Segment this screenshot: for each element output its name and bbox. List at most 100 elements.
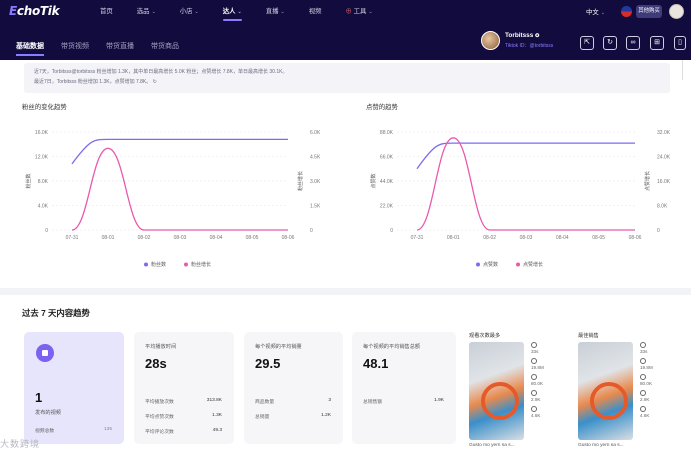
avg-sales-card: 每个视频的平均销量 29.5 商品数量 3 总销量 1.2K	[244, 332, 343, 444]
y-tick-label-left: 4.0K	[38, 204, 49, 210]
y-tick-label-right: 1.5K	[310, 204, 321, 210]
chevron-down-icon: ⌄	[237, 9, 242, 15]
tab-sales-products[interactable]: 带货商品	[151, 43, 179, 50]
videos-published-card: 1 发布的视频 视频总数 135	[24, 332, 124, 444]
purchase-button[interactable]: 其他购买	[636, 5, 662, 18]
likes-chart-title: 点赞的趋势	[366, 104, 398, 111]
y-axis-label-left: 点赞数	[370, 173, 377, 188]
video-thumbnail[interactable]	[578, 342, 633, 440]
x-tick-label: 07-31	[66, 235, 79, 241]
stat-row: 平均播放次数 313.8K	[145, 398, 222, 405]
creator-subnav: 基础数据 带货视频 带货直播 带货商品 Torbitsss ✪ Tiktok I…	[0, 23, 691, 60]
echotik-logo[interactable]: EchoTik	[9, 4, 60, 18]
y-tick-label-left: 88.0K	[380, 130, 394, 136]
y-tick-label-right: 3.0K	[310, 179, 321, 185]
language-selector[interactable]: 中文 ⌄	[586, 9, 605, 16]
tab-sales-live[interactable]: 带货直播	[106, 43, 134, 50]
content-trend-section: 过去 7 天内容趋势 1 发布的视频 视频总数 135 平均播放时间 28s 平均…	[0, 295, 691, 460]
y-tick-label-left: 44.0K	[380, 179, 394, 185]
nav-item-creators[interactable]: 达人 ⌄	[222, 0, 242, 23]
video-stats: 33s 19.8M 80.0K 2.9K 4.6K	[531, 342, 551, 422]
avg-sales-label: 每个视频的平均销量	[255, 344, 302, 350]
video-icon	[36, 344, 54, 362]
nav-item-live[interactable]: 直播 ⌄	[266, 0, 285, 23]
total-videos-row: 视频总数 135	[35, 427, 112, 434]
legend-marker	[144, 262, 148, 267]
creator-tiktok-id: Tiktok ID：@torbitsss	[505, 43, 554, 49]
y-tick-label-right: 32.0K	[657, 130, 671, 136]
watermark: 大数跨境	[0, 439, 41, 449]
video-thumbnail[interactable]	[469, 342, 524, 440]
section-title: 过去 7 天内容趋势	[22, 308, 90, 318]
y-tick-label-left: 12.0K	[35, 155, 49, 161]
stat-row: 商品数量 3	[255, 398, 331, 405]
chevron-down-icon: ⌄	[368, 9, 373, 15]
tab-basic-data[interactable]: 基础数据	[16, 43, 44, 56]
tab-sales-videos[interactable]: 带货视频	[61, 43, 89, 50]
link-button[interactable]: ∞	[626, 36, 640, 50]
x-tick-label: 08-04	[210, 235, 223, 241]
x-tick-label: 08-04	[556, 235, 569, 241]
series-line-total	[71, 138, 288, 165]
side-tab[interactable]	[682, 60, 691, 80]
refresh-button[interactable]: ↻	[603, 36, 617, 50]
x-tick-label: 08-02	[138, 235, 151, 241]
verified-icon: ✪	[535, 33, 540, 39]
grid-icon: ⊞	[654, 39, 660, 46]
grid-button[interactable]: ⊞	[650, 36, 664, 50]
nav-item-home[interactable]: 首页	[100, 8, 113, 15]
y-tick-label-left: 0	[390, 228, 393, 234]
charts-panel: 粉丝的变化趋势 点赞的趋势 0 0 4.0K 1.5K 8.0K 3.0K 12.0K 4.5…	[0, 96, 691, 288]
clock-icon	[531, 342, 537, 348]
x-tick-label: 08-01	[447, 235, 460, 241]
x-tick-label: 08-03	[520, 235, 533, 241]
nav-item-tools[interactable]: ⊕ 工具 ⌄	[346, 0, 373, 23]
stat-row: 平均评论次数 49.3	[145, 428, 222, 435]
bookmark-button[interactable]: ▯	[674, 36, 686, 50]
share-icon	[531, 406, 537, 412]
y-tick-label-right: 8.0K	[657, 204, 668, 210]
summary-box: 近7天，Torbitsss@torbitsss 粉丝增加 1.3K，其中单日最高…	[24, 63, 670, 93]
chevron-down-icon: ⌄	[151, 9, 156, 15]
refresh-icon[interactable]: ↻	[152, 79, 157, 85]
bookmark-icon: ▯	[678, 39, 682, 46]
nav-item-videos[interactable]: 视频	[308, 8, 322, 15]
avg-play-time-card: 平均播放时间 28s 平均播放次数 313.8K 平均点赞次数 1.3K 平均评论次…	[134, 332, 234, 444]
play-icon	[531, 358, 537, 364]
avg-revenue-value: 48.1	[363, 356, 389, 371]
legend-label: 粉丝增长	[191, 261, 211, 268]
x-tick-label: 08-05	[592, 235, 605, 241]
nav-item-products[interactable]: 选品 ⌄	[137, 0, 156, 23]
y-tick-label-right: 16.0K	[657, 179, 671, 185]
chevron-down-icon: ⌄	[194, 9, 199, 15]
user-avatar[interactable]	[669, 4, 684, 19]
avg-revenue-label: 每个视频的平均销售总额	[363, 344, 421, 350]
avg-revenue-card: 每个视频的平均销售总额 48.1 总销售额 1.9K	[352, 332, 456, 444]
creator-avatar	[481, 31, 500, 50]
chevron-down-icon: ⌄	[280, 9, 285, 15]
top-navbar: EchoTik 首页 选品 ⌄ 小店 ⌄ 达人 ⌄ 直播 ⌄ 视频 ⊕ 工具 ⌄ 中文 ⌄ …	[0, 0, 691, 23]
comment-icon	[531, 390, 537, 396]
legend-label: 点赞增长	[523, 261, 543, 268]
y-tick-label-left: 22.0K	[380, 204, 394, 210]
y-tick-label-left: 0	[45, 228, 48, 234]
x-tick-label: 08-06	[282, 235, 295, 241]
series-line-total	[416, 142, 635, 170]
y-tick-label-left: 16.0K	[35, 130, 49, 136]
stat-row: 总销售额 1.9K	[363, 398, 444, 405]
legend-marker	[184, 262, 188, 267]
region-flag-icon[interactable]	[621, 6, 632, 17]
avg-play-time-label: 平均播放时间	[145, 344, 177, 350]
videos-published-value: 1	[35, 390, 43, 405]
comment-icon	[640, 390, 646, 396]
y-tick-label-right: 0	[657, 228, 660, 234]
y-tick-label-right: 6.0K	[310, 130, 321, 136]
chevron-down-icon: ⌄	[600, 10, 605, 16]
share-icon: ⇱	[584, 39, 590, 46]
legend-marker	[476, 262, 480, 267]
avg-sales-value: 29.5	[255, 356, 281, 371]
nav-item-shops[interactable]: 小店 ⌄	[180, 0, 199, 23]
share-button[interactable]: ⇱	[580, 36, 594, 50]
y-tick-label-left: 66.0K	[380, 155, 394, 161]
x-tick-label: 08-05	[246, 235, 259, 241]
